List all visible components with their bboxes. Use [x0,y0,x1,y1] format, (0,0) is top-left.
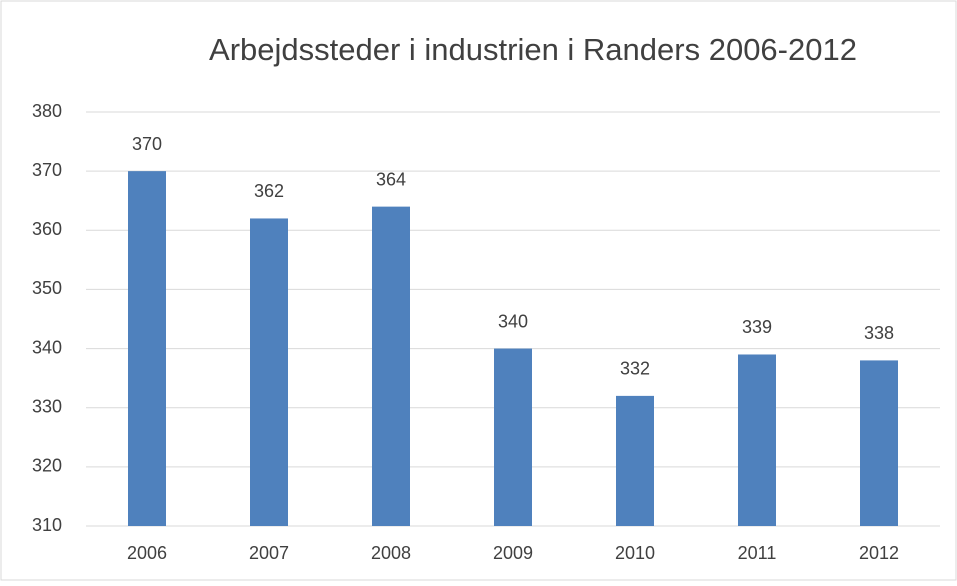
x-tick-label: 2011 [738,543,777,563]
data-label: 364 [376,169,406,189]
data-label: 362 [254,181,284,201]
x-tick-label: 2006 [127,543,167,563]
bar [860,360,898,526]
y-tick-label: 310 [32,515,62,535]
y-tick-label: 330 [32,396,62,416]
x-tick-label: 2012 [859,543,899,563]
x-tick-label: 2008 [371,543,411,563]
bar [372,206,410,526]
x-tick-label: 2010 [615,543,655,563]
chart-title: Arbejdssteder i industrien i Randers 200… [209,32,857,67]
y-tick-label: 370 [32,160,62,180]
bar [128,171,166,526]
data-label: 338 [864,323,894,343]
bar [250,218,288,526]
y-tick-label: 360 [32,219,62,239]
y-tick-label: 350 [32,278,62,298]
bar [738,354,776,526]
bar [616,395,654,526]
bar [494,348,532,526]
data-label: 339 [742,317,772,337]
x-tick-label: 2007 [249,543,289,563]
data-label: 370 [132,134,162,154]
data-label: 340 [498,311,528,331]
x-tick-label: 2009 [493,543,533,563]
y-tick-label: 380 [32,101,62,121]
data-label: 332 [620,359,650,379]
y-tick-label: 320 [32,456,62,476]
y-tick-label: 340 [32,337,62,357]
